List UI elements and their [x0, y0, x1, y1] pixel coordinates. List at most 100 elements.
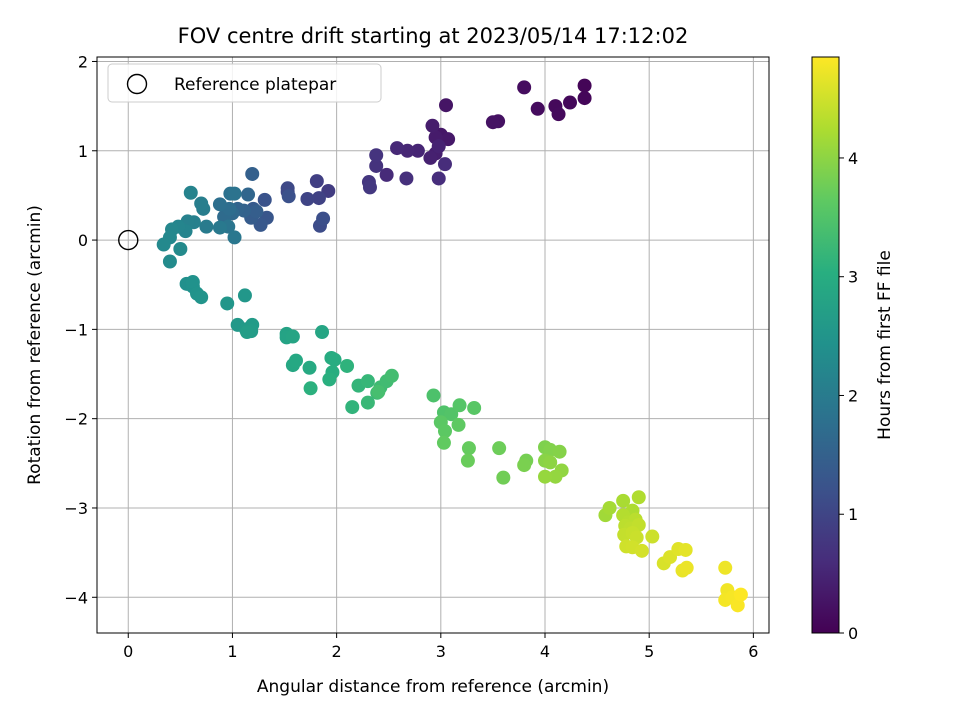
- data-point: [371, 384, 386, 399]
- y-tick-label: 0: [78, 231, 88, 250]
- data-point: [645, 529, 660, 544]
- grid-lines: [97, 57, 769, 633]
- data-point: [311, 191, 326, 206]
- data-point: [322, 372, 337, 387]
- data-point: [369, 148, 384, 163]
- y-tick-label: 1: [78, 142, 88, 161]
- data-point: [634, 543, 649, 558]
- y-tick-label: −4: [64, 588, 88, 607]
- data-point: [616, 493, 631, 508]
- data-point: [327, 352, 342, 367]
- reference-platepar-marker: [118, 229, 139, 251]
- data-point: [241, 187, 256, 202]
- data-point: [384, 368, 399, 383]
- data-point: [281, 189, 296, 204]
- data-point: [679, 560, 694, 575]
- data-point: [451, 417, 466, 432]
- data-point: [548, 469, 563, 484]
- colorbar-tick-label: 1: [848, 505, 858, 524]
- data-point: [194, 290, 209, 305]
- colorbar: 0 1 2 3 4 Hours from first FF file: [811, 56, 895, 643]
- x-tick-label: 3: [436, 642, 446, 661]
- data-point: [309, 174, 324, 189]
- data-points: [156, 78, 748, 613]
- data-point: [437, 157, 452, 172]
- data-point: [162, 254, 177, 269]
- axis-ticks: 0 1 2 3 4 5 6 −4 −3 −2 −1 0 1 2: [64, 52, 758, 661]
- data-point: [631, 490, 646, 505]
- data-point: [362, 180, 377, 195]
- data-point: [602, 500, 617, 515]
- data-point: [185, 275, 200, 290]
- data-point: [379, 167, 394, 182]
- colorbar-tick-label: 0: [848, 624, 858, 643]
- data-point: [156, 237, 171, 252]
- data-point: [288, 353, 303, 368]
- colorbar-gradient: [811, 56, 840, 634]
- data-point: [245, 166, 260, 181]
- x-tick-label: 0: [123, 642, 133, 661]
- data-point: [399, 171, 414, 186]
- data-point: [199, 219, 214, 234]
- data-point: [240, 325, 255, 340]
- colorbar-tick-label: 4: [848, 149, 858, 168]
- data-point: [530, 101, 545, 116]
- data-point: [249, 204, 264, 219]
- data-point: [227, 230, 242, 245]
- y-tick-label: −2: [64, 410, 88, 429]
- data-point: [496, 470, 511, 485]
- data-point: [431, 139, 446, 154]
- data-point: [360, 395, 375, 410]
- data-point: [452, 398, 467, 413]
- x-axis-label: Angular distance from reference (arcmin): [257, 677, 609, 697]
- colorbar-tick-label: 3: [848, 268, 858, 287]
- data-point: [551, 107, 566, 122]
- data-point: [517, 458, 532, 473]
- y-axis-label: Rotation from reference (arcmin): [25, 205, 45, 485]
- data-point: [543, 455, 558, 470]
- data-point: [316, 211, 331, 226]
- x-tick-label: 5: [644, 642, 654, 661]
- legend: Reference platepar: [107, 63, 382, 103]
- data-point: [257, 192, 272, 207]
- data-point: [426, 388, 441, 403]
- data-point: [220, 296, 235, 311]
- data-point: [390, 141, 405, 156]
- data-point: [485, 115, 500, 130]
- data-point: [425, 118, 440, 133]
- data-point: [369, 158, 384, 173]
- data-point: [718, 560, 733, 575]
- data-point: [461, 441, 476, 456]
- data-point: [730, 598, 745, 613]
- data-point: [227, 186, 242, 201]
- data-point: [360, 374, 375, 389]
- data-point: [302, 360, 317, 375]
- data-point: [237, 288, 252, 303]
- data-point: [460, 453, 475, 468]
- data-point: [439, 98, 454, 113]
- data-point: [423, 150, 438, 165]
- x-tick-label: 2: [332, 642, 342, 661]
- colorbar-tick-label: 2: [848, 386, 858, 405]
- colorbar-label: Hours from first FF file: [875, 250, 895, 440]
- data-point: [194, 196, 209, 211]
- data-point: [345, 400, 360, 415]
- legend-entry-reference-platepar: Reference platepar: [174, 75, 336, 95]
- data-point: [444, 407, 459, 422]
- x-tick-label: 4: [540, 642, 550, 661]
- data-point: [517, 80, 532, 95]
- data-point: [410, 143, 425, 158]
- data-point: [437, 424, 452, 439]
- y-tick-label: −3: [64, 499, 88, 518]
- colorbar-ticks: 0 1 2 3 4: [839, 149, 858, 643]
- data-point: [563, 95, 578, 110]
- data-point: [303, 381, 318, 396]
- y-tick-label: 2: [78, 52, 88, 71]
- x-tick-label: 6: [748, 642, 758, 661]
- data-point: [538, 469, 552, 484]
- data-point: [183, 185, 198, 200]
- data-point: [577, 91, 592, 106]
- y-tick-label: −1: [64, 320, 88, 339]
- legend-box: [107, 63, 382, 103]
